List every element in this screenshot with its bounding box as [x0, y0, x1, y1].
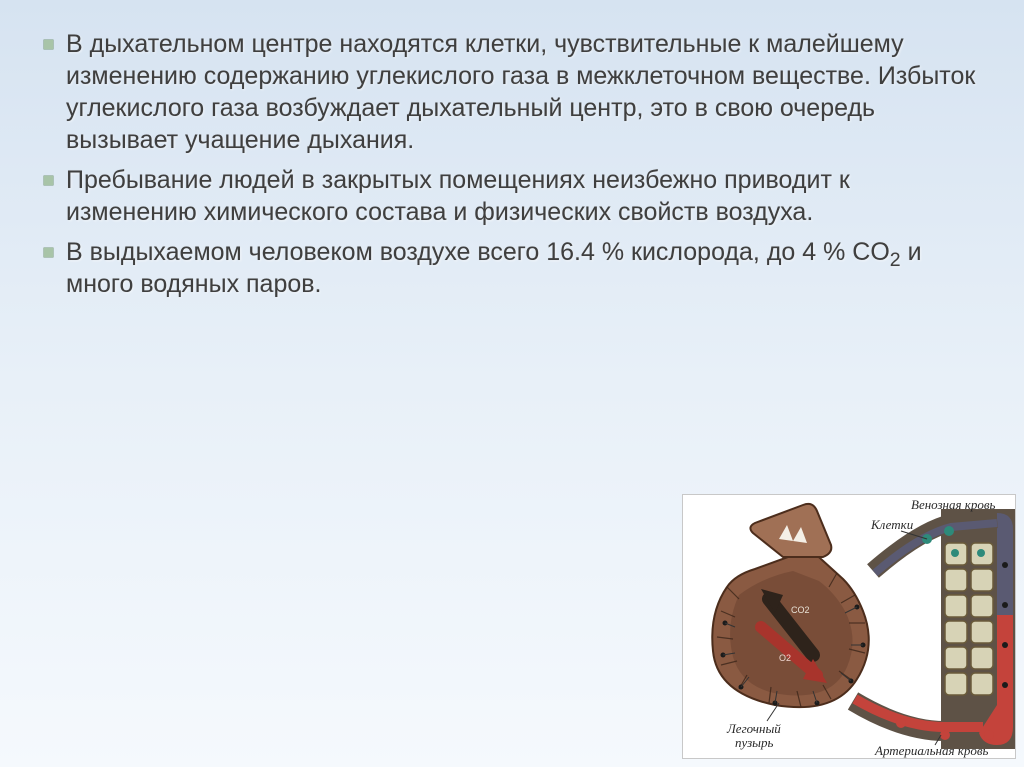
diagram-svg: CO2 O2	[683, 495, 1017, 760]
label-alveolus-2: пузырь	[735, 735, 773, 750]
list-item: В выдыхаемом человеком воздухе всего 16.…	[66, 236, 980, 300]
svg-text:CO2: CO2	[791, 605, 810, 615]
bullet-text: Пребывание людей в закрытых помещениях н…	[66, 166, 850, 226]
list-item: В дыхательном центре находятся клетки, ч…	[66, 28, 980, 156]
list-item: Пребывание людей в закрытых помещениях н…	[66, 164, 980, 228]
bullet-text: В выдыхаемом человеком воздухе всего 16.…	[66, 238, 922, 298]
svg-text:O2: O2	[779, 653, 791, 663]
label-cells: Клетки	[870, 517, 914, 532]
bullet-list: В дыхательном центре находятся клетки, ч…	[44, 28, 980, 300]
bullet-text: В дыхательном центре находятся клетки, ч…	[66, 30, 975, 154]
label-arterial: Артериальная кровь	[874, 743, 988, 758]
label-alveolus-1: Легочный	[726, 721, 781, 736]
slide: В дыхательном центре находятся клетки, ч…	[0, 0, 1024, 767]
label-venous: Венозная кровь	[911, 497, 996, 512]
gas-exchange-diagram: CO2 O2	[682, 494, 1016, 759]
